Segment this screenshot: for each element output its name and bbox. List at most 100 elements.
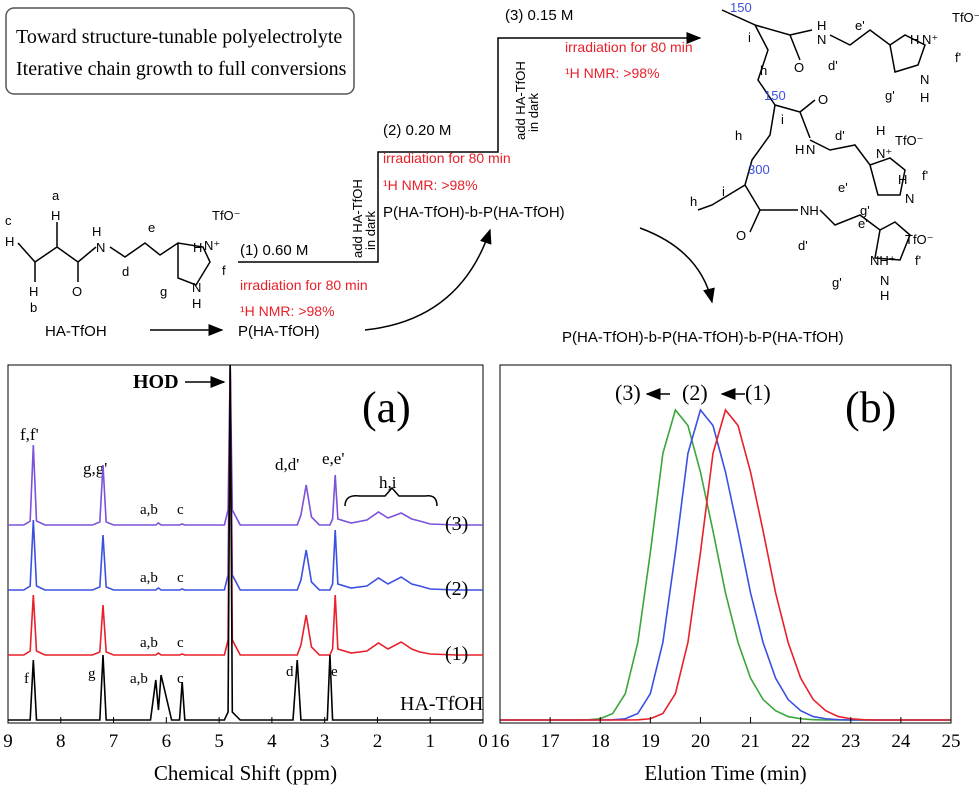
addition: in dark [526,92,541,132]
annotation: a,b [140,502,158,518]
bonds [697,9,926,261]
x-tick-label: 1 [425,731,435,752]
atom-label: g' [860,203,870,218]
atom-label: H [795,142,804,157]
atom-label: h [690,194,697,209]
atom-label: f [222,263,226,278]
x-tick-label: 8 [56,731,66,752]
atom-label: e' [855,18,865,33]
atom-label: e' [838,180,848,195]
x-tick-label: 24 [891,731,911,752]
x-tick-label: 2 [373,731,383,752]
bracket [344,486,438,507]
addition: in dark [363,210,378,250]
atom-label: e' [858,216,868,231]
atom-label: b [30,300,37,315]
step-concentration: (2) 0.20 M [383,122,451,139]
x-tick-label: 17 [541,731,560,752]
atom-label: O [794,60,804,75]
sec-panel: (b) (3) (2) (1) 16 17 18 19 20 21 22 23 24 25 Elution… [491,364,961,785]
atom-label: 150 [730,0,752,15]
atom-label: H [92,224,101,239]
atom-label: H [920,90,929,105]
atom-label: g' [832,275,842,290]
atom-label: N [806,142,815,157]
x-tick-label: 19 [641,731,660,752]
atom-label: H [817,18,826,33]
series-line [8,364,483,591]
annotation: HOD [133,371,179,393]
series-line [8,364,483,721]
series-line [500,408,951,721]
atom-label: H [5,234,14,249]
atom-label: e [148,220,155,235]
atom-label: O [72,284,82,299]
x-tick-label: 20 [691,731,710,752]
atom-label: H [898,172,907,187]
atom-label: N⁺ [204,238,220,253]
annotation: f,f' [20,425,39,444]
atom-label: H [876,123,885,138]
atom-label: f' [955,50,961,65]
step-condition: irradiation for 80 min [383,150,511,166]
atom-label: h [760,63,767,78]
box-line: Toward structure-tunable polyelectrolyte [16,26,342,48]
product: HA-TfOH [45,323,107,340]
panel-label: (a) [362,383,411,432]
title-box [5,7,355,95]
series-line [500,408,951,721]
atom-label: d' [798,238,808,253]
atom-label: N [920,72,929,87]
annotation: d,d' [275,455,299,474]
annotation: e,e' [322,449,344,468]
atom-label: g [160,284,167,299]
box-line: Iterative chain growth to full conversio… [16,58,347,80]
plot-frame [7,364,484,724]
x-tick-label: 18 [591,731,610,752]
series-label: (2) [445,578,468,600]
atom-label: i [748,30,751,45]
atom-label: h [735,128,742,143]
annotation: f [24,671,29,687]
atom-label: TfO⁻ [212,208,241,223]
atom-label: H [192,296,201,311]
series-label: HA-TfOH [400,693,483,715]
x-tick-label: 6 [162,731,172,752]
x-tick-label: 16 [491,731,510,752]
atom-label: NH⁺ [870,253,896,268]
atom-label: N⁺ [922,32,938,47]
x-tick-label: 21 [741,731,760,752]
plot-frame [499,364,952,724]
bonds [17,222,211,286]
x-tick-label: 4 [267,731,277,752]
product: P(HA-TfOH)-b-P(HA-TfOH) [383,204,565,221]
annotation: a,b [130,671,148,687]
annotation: a,b [140,635,158,651]
atom-label: H [193,240,202,255]
annotation: e [331,664,338,680]
series-line [500,408,951,721]
atom-label: H [880,288,889,303]
reaction-arrow [238,32,702,263]
annotation: c [177,635,184,651]
x-tick-label: 9 [3,731,13,752]
reaction-arrow [364,228,492,331]
product: P(HA-TfOH)-b-P(HA-TfOH)-b-P(HA-TfOH) [562,329,844,346]
series-label: (3) [445,513,468,535]
reaction-arrow [639,227,715,304]
atom-label: TfO⁻ [952,10,979,25]
product: P(HA-TfOH) [238,323,320,340]
step-nmr: ¹H NMR: >98% [383,177,478,193]
atom-label: f' [922,168,928,183]
atom-label: d' [835,128,845,143]
step-concentration: (3) 0.15 M [505,7,573,24]
series-label: (1) [745,380,771,405]
x-axis-title: Elution Time (min) [644,761,806,785]
atom-label: NH [800,203,819,218]
x-tick-label: 7 [109,731,119,752]
atom-label: N⁺ [876,146,892,161]
step-nmr: ¹H NMR: >98% [565,65,660,81]
atom-label: TfO⁻ [895,133,924,148]
series-label: (2) [682,380,708,405]
x-tick-label: 22 [791,731,810,752]
